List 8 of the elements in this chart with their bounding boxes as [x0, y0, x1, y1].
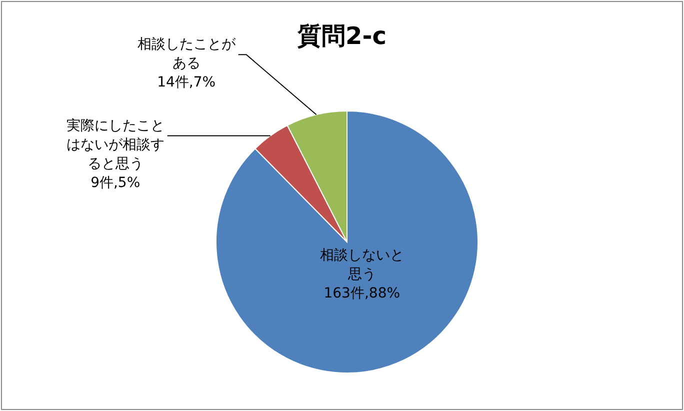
slice-label: 相談したことがある — [137, 36, 236, 72]
data-label: 14件,7% — [157, 74, 216, 91]
slice-label: 実際にしたことはないが相談すると思う — [66, 118, 164, 172]
chart-title: 質問2-c — [298, 22, 386, 50]
pie-slice — [216, 110, 478, 374]
data-label: 9件,5% — [90, 174, 140, 191]
data-label: 163件,88% — [324, 285, 400, 302]
slice-label: 相談しないと思う — [320, 247, 404, 282]
